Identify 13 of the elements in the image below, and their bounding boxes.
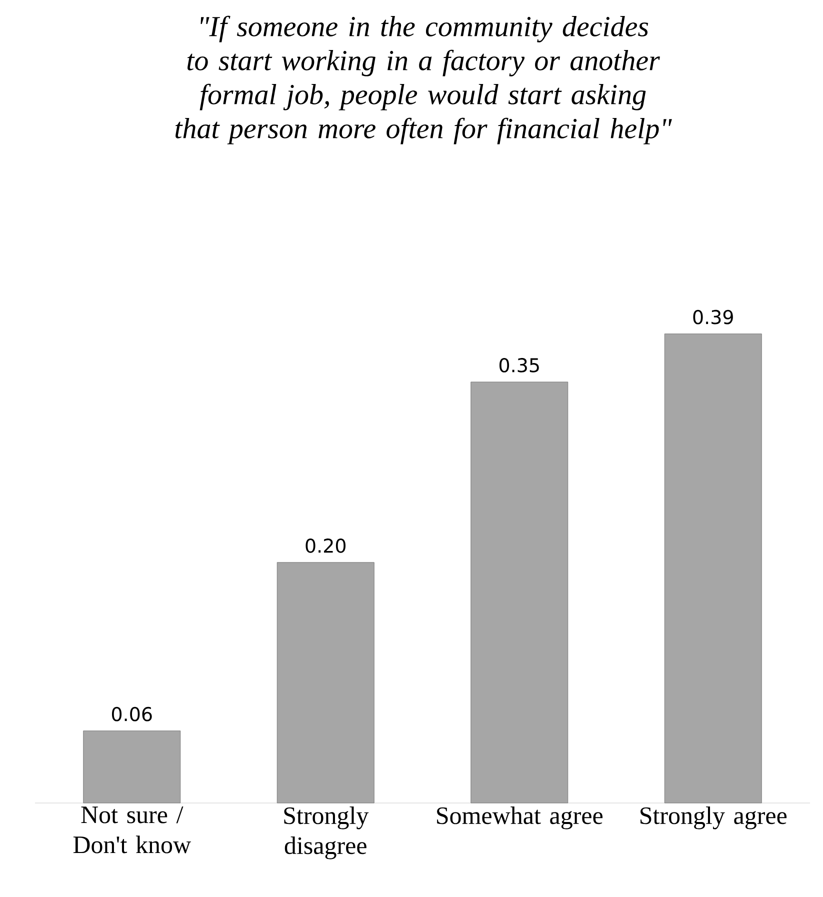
data-label: 0.39 — [693, 310, 733, 324]
data-label: 0.35 — [499, 358, 539, 372]
bar — [664, 334, 762, 804]
x-tick-label: Not sure / Don't know — [73, 806, 191, 854]
data-label: 0.20 — [306, 538, 346, 553]
bar — [276, 562, 374, 804]
data-label: 0.06 — [112, 706, 152, 722]
bar — [83, 730, 181, 804]
chart-title: "If someone in the community decides to start working in a factory or another formal job, people would start asking that person more often for financial help" — [175, 16, 672, 144]
x-tick-label: Somewhat agree — [437, 806, 603, 830]
x-tick-label: Strongly agree — [640, 806, 787, 830]
x-tick-label: Strongly disagree — [284, 806, 369, 860]
bar — [470, 382, 568, 804]
